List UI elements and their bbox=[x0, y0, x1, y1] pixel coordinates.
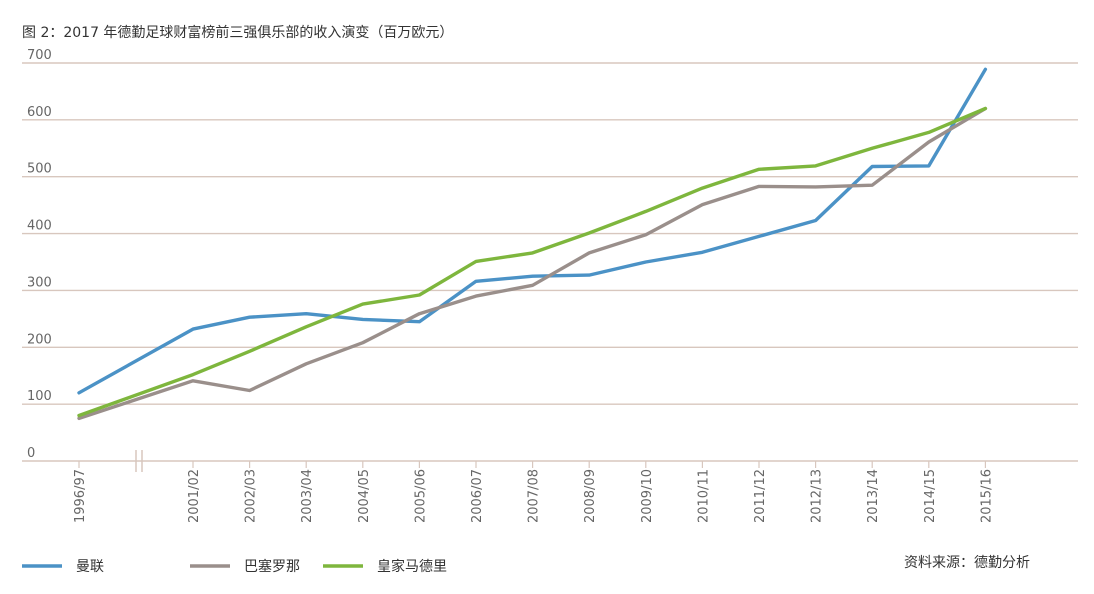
gridlines bbox=[22, 62, 1078, 462]
y-tick-label: 400 bbox=[27, 219, 52, 234]
x-tick-label: 2001/02 bbox=[187, 469, 202, 523]
legend-label: 巴塞罗那 bbox=[244, 558, 300, 575]
series-line bbox=[77, 106, 988, 418]
x-tick-label: 2009/10 bbox=[640, 469, 655, 523]
series-lines bbox=[77, 67, 988, 421]
legend-label: 曼联 bbox=[76, 559, 104, 575]
y-tick-label: 0 bbox=[27, 446, 35, 461]
y-tick-label: 500 bbox=[27, 162, 52, 177]
x-tick-label: 2002/03 bbox=[244, 469, 259, 523]
x-tick-label: 2014/15 bbox=[923, 469, 938, 523]
x-tick-label: 2005/06 bbox=[413, 469, 428, 523]
source-note: 资料来源：德勤分析 bbox=[904, 555, 1030, 571]
legend-label: 皇家马德里 bbox=[377, 558, 447, 575]
y-tick-label: 600 bbox=[27, 105, 52, 120]
x-tick-label: 2007/08 bbox=[527, 469, 542, 523]
y-tick-label: 300 bbox=[27, 275, 52, 290]
series-line bbox=[77, 106, 988, 421]
x-tick-label: 2008/09 bbox=[583, 469, 598, 523]
y-tick-label: 700 bbox=[27, 48, 52, 63]
legend: 曼联 巴塞罗那 皇家马德里 bbox=[22, 558, 447, 575]
series-line bbox=[77, 67, 988, 395]
y-tick-label: 100 bbox=[27, 389, 52, 404]
x-tick-label: 2015/16 bbox=[979, 469, 994, 523]
axes: 0 100 200 300 400 500 600 700 1996/97 2001/02 2002… bbox=[27, 48, 994, 523]
y-tick-label: 200 bbox=[27, 332, 52, 347]
x-tick-label: 2012/13 bbox=[810, 469, 825, 523]
x-tick-label: 2013/14 bbox=[866, 469, 881, 523]
x-tick-label: 2011/12 bbox=[753, 469, 768, 523]
x-tick-label: 1996/97 bbox=[73, 469, 88, 523]
x-tick-label: 2006/07 bbox=[470, 469, 485, 523]
x-tick-label: 2003/04 bbox=[300, 469, 315, 523]
chart-title: 图 2：2017 年德勤足球财富榜前三强俱乐部的收入演变（百万欧元） bbox=[22, 25, 454, 41]
x-tick-label: 2004/05 bbox=[357, 469, 372, 523]
x-tick-label: 2010/11 bbox=[696, 469, 711, 523]
